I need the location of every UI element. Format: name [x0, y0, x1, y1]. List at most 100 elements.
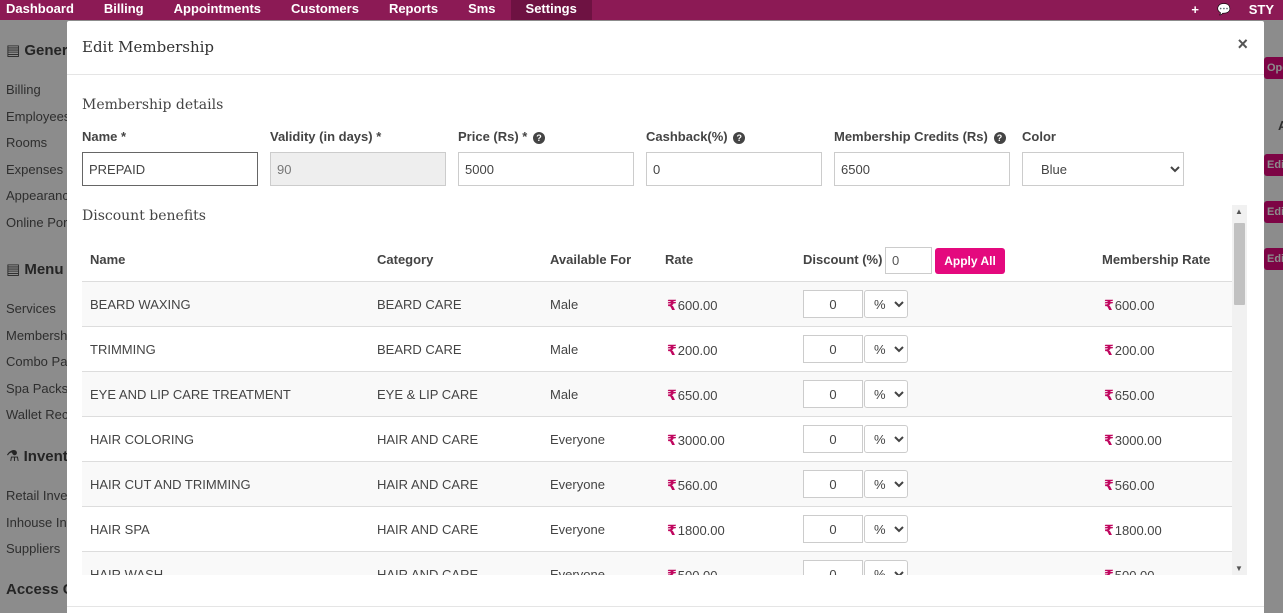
sidebar-item-memberships[interactable]: Memberships — [6, 328, 67, 343]
discount-input[interactable] — [803, 380, 863, 408]
nav-customers[interactable]: Customers — [291, 1, 359, 16]
rupee-icon: ₹ — [1104, 432, 1114, 448]
sidebar-heading-inventory: ⚗ Inventory — [6, 448, 67, 465]
discount-input[interactable] — [803, 470, 863, 498]
membership-rate-value: 500.00 — [1115, 568, 1155, 575]
membership-rate-value: 600.00 — [1114, 298, 1155, 313]
scroll-thumb[interactable] — [1234, 223, 1245, 305]
discount-input[interactable] — [803, 560, 863, 575]
sidebar-item-expenses[interactable]: Expenses — [6, 162, 64, 177]
table-body: BEARD WAXING BEARD CARE Male ₹600.00% ₹600.0… — [82, 282, 1233, 575]
rate-value: 560.00 — [677, 478, 718, 493]
membership-rate-value: 1800.00 — [1114, 523, 1162, 538]
table-row: HAIR COLORING HAIR AND CARE Everyone ₹3000.… — [82, 417, 1233, 462]
nav-billing[interactable]: Billing — [103, 1, 144, 16]
header-discount: Discount (%) — [803, 252, 883, 267]
nav-appointments[interactable]: Appointments — [173, 1, 262, 16]
background-edit-button[interactable]: Edit — [1264, 201, 1283, 223]
service-name: HAIR WASH — [90, 567, 164, 575]
sidebar-item-services[interactable]: Services — [6, 301, 56, 316]
background-edit-button[interactable]: Edit — [1264, 154, 1283, 176]
discount-type-select[interactable]: % — [864, 425, 908, 453]
service-name: HAIR SPA — [90, 522, 150, 537]
navbar-right: + 💬 STY — [1182, 0, 1283, 20]
background-edit-button[interactable]: Edit — [1264, 248, 1283, 270]
sidebar-item-inhouse-inventory[interactable]: Inhouse Inventory — [6, 515, 67, 530]
sidebar-item-rooms[interactable]: Rooms — [6, 135, 48, 150]
discount-input[interactable] — [803, 335, 863, 363]
top-navbar: Dashboard Billing Appointments Customers… — [0, 0, 1283, 20]
help-icon[interactable]: ? — [733, 132, 746, 144]
service-available-for: Everyone — [550, 432, 605, 447]
membership-details-title: Membership details — [82, 97, 224, 113]
help-icon[interactable]: ? — [533, 132, 545, 144]
membership-rate-value: 560.00 — [1114, 478, 1155, 493]
service-available-for: Male — [550, 297, 579, 312]
service-available-for: Everyone — [550, 522, 605, 537]
service-category: BEARD CARE — [377, 297, 462, 312]
header-name: Name — [90, 252, 126, 267]
sidebar-item-online-portal[interactable]: Online Portal — [6, 215, 67, 230]
membership-rate-value: 200.00 — [1114, 343, 1155, 358]
help-icon[interactable]: ? — [993, 132, 1006, 144]
name-field-group: Name * — [82, 129, 258, 186]
credits-label: Membership Credits (Rs) ? — [834, 129, 1010, 147]
discount-input[interactable] — [803, 290, 863, 318]
service-rate: ₹200.00 — [667, 342, 718, 359]
table-row: HAIR CUT AND TRIMMING HAIR AND CARE Everyo… — [82, 462, 1233, 507]
background-oper-button[interactable]: Oper — [1264, 57, 1283, 79]
rupee-icon: ₹ — [1104, 477, 1114, 493]
discount-type-select[interactable]: % — [864, 470, 908, 498]
membership-rate-value: 650.00 — [1114, 388, 1155, 403]
membership-rate-value: 3000.00 — [1114, 433, 1162, 448]
price-input[interactable] — [458, 152, 634, 186]
credits-field-group: Membership Credits (Rs) ? — [834, 129, 1010, 186]
sidebar-item-suppliers[interactable]: Suppliers — [6, 541, 61, 556]
service-name: TRIMMING — [90, 342, 156, 357]
add-icon[interactable]: + — [1191, 2, 1199, 17]
chat-icon[interactable]: 💬 — [1217, 4, 1231, 16]
discount-type-select[interactable]: % — [864, 515, 908, 543]
service-category: EYE & LIP CARE — [377, 387, 478, 402]
scroll-down-icon[interactable]: ▼ — [1235, 564, 1243, 573]
discount-type-select[interactable]: % — [864, 560, 908, 575]
close-icon[interactable]: × — [1237, 34, 1248, 54]
discount-type-select[interactable]: % — [864, 335, 908, 363]
table-row: BEARD WAXING BEARD CARE Male ₹600.00% ₹600.0… — [82, 282, 1233, 327]
price-label: Price (Rs) * ? — [458, 129, 634, 147]
sidebar-item-wallet-recharge[interactable]: Wallet Recharge — [6, 407, 67, 422]
nav-dashboard[interactable]: Dashboard — [6, 1, 74, 16]
nav-reports[interactable]: Reports — [388, 1, 439, 16]
sidebar-item-combo-packages[interactable]: Combo Packages — [6, 354, 67, 369]
rupee-icon: ₹ — [1104, 342, 1114, 358]
sidebar-item-employees[interactable]: Employees — [6, 109, 67, 124]
account-menu[interactable]: STY — [1248, 2, 1274, 17]
rupee-icon: ₹ — [667, 387, 677, 403]
header-membership-rate: Membership Rate — [1102, 252, 1211, 267]
apply-all-input[interactable] — [885, 247, 932, 274]
scroll-up-icon[interactable]: ▲ — [1235, 207, 1243, 216]
sidebar-item-retail-inventory[interactable]: Retail Inventory — [6, 488, 67, 503]
apply-all-button[interactable]: Apply All — [935, 248, 1005, 274]
service-category: HAIR AND CARE — [377, 522, 479, 537]
color-select[interactable]: Blue — [1022, 152, 1184, 186]
discount-benefits-title: Discount benefits — [82, 208, 206, 224]
modal-header: Edit Membership × — [67, 21, 1264, 75]
discount-input[interactable] — [803, 425, 863, 453]
validity-input — [270, 152, 446, 186]
modal-footer-divider — [67, 606, 1264, 607]
name-input[interactable] — [82, 152, 258, 186]
table-scrollbar[interactable]: ▲ ▼ — [1232, 205, 1247, 575]
nav-settings[interactable]: Settings — [510, 0, 592, 20]
cashback-input[interactable] — [646, 152, 822, 186]
table-header: Name Category Available For Rate Discoun… — [82, 205, 1233, 282]
sidebar-item-spa-packs[interactable]: Spa Packs — [6, 381, 67, 396]
table-row: TRIMMING BEARD CARE Male ₹200.00% ₹200.00 — [82, 327, 1233, 372]
credits-input[interactable] — [834, 152, 1010, 186]
discount-type-select[interactable]: % — [864, 380, 908, 408]
sidebar-item-appearance[interactable]: Appearance — [6, 188, 67, 203]
discount-type-select[interactable]: % — [864, 290, 908, 318]
nav-sms[interactable]: Sms — [468, 1, 496, 16]
sidebar-item-billing[interactable]: Billing — [6, 82, 41, 97]
discount-input[interactable] — [803, 515, 863, 543]
